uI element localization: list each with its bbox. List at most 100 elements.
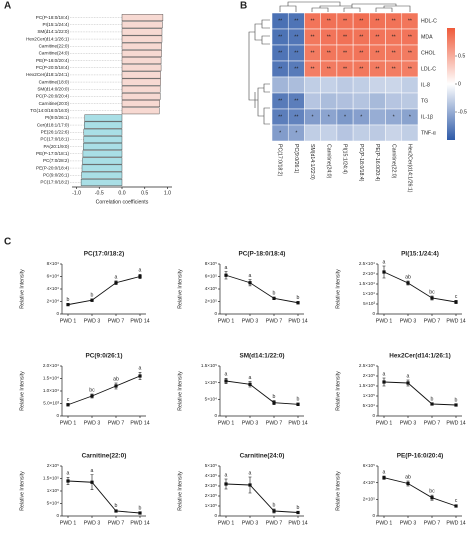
heatmap-cell [271,76,289,94]
significance: ** [278,34,282,40]
y-tick-label: 3×10⁵ [205,483,217,488]
marker [224,273,228,277]
column-label: Hex2Cer(d14:1/26:1) [407,144,413,193]
significance-letter: ab [113,376,119,382]
significance-letter: a [249,470,252,476]
marker [66,303,70,307]
x-tick-label: 0.5 [141,190,148,196]
significance-letter: a [225,472,228,478]
marker [138,374,142,378]
significance-letter: a [115,274,118,280]
x-tick-label: PWD 7 [424,318,441,324]
panel-label: C [4,237,11,248]
significance: ** [343,66,347,72]
heatmap-cell [385,124,403,142]
heatmap-cell [336,92,354,110]
x-tick-label: PWD 7 [108,520,125,526]
colorbar-tick-label: 0.5 [458,53,465,59]
category-label: PC(7:0/28:2) [43,158,70,163]
marker [224,482,228,486]
x-tick-label: PWD 1 [376,520,393,526]
y-axis-label: Relative Intensity [19,471,25,511]
marker [66,479,70,483]
marker [224,379,228,383]
x-tick-label: PWD 1 [60,420,77,426]
x-tick-label: PWD 7 [424,520,441,526]
y-tick-label: 1.5×10⁵ [359,383,375,388]
bar [121,100,160,108]
x-axis-label: Correlation coefficients [96,199,149,205]
significance: ** [294,114,298,120]
category-label: Carnitine(22:0) [39,43,70,48]
marker [296,301,300,305]
y-tick-label: 2.0×10⁴ [43,363,59,368]
marker [248,382,252,386]
significance-letter: a [67,471,70,477]
colorbar [447,28,455,140]
column-label: PI(15:1/24:4) [342,144,348,174]
y-tick-label: 2×10⁵ [363,497,375,502]
x-tick-label: PWD 3 [84,420,101,426]
bar [81,171,123,179]
line [225,274,299,304]
x-tick-label: PWD 14 [446,420,465,426]
x-tick-label: PWD 7 [108,318,125,324]
column-label: Carnitine(22:0) [390,144,396,179]
marker [406,481,410,486]
heatmap-cell [320,76,338,94]
marker [90,480,94,484]
y-tick-label: 2.5×10⁵ [359,363,375,368]
category-label: Carnitine(20:0) [39,101,70,106]
significance: ** [294,18,298,24]
y-tick-label: 5×10⁵ [205,463,217,468]
significance: ** [392,18,396,24]
marker [382,476,386,480]
x-tick-label: PWD 7 [266,318,283,324]
marker [114,281,118,285]
heatmap-cell [385,76,403,94]
significance: * [328,114,330,120]
chart-title: PI(15:1/24:4) [401,251,439,258]
significance: * [409,114,411,120]
y-tick-label: 6×10⁵ [205,274,217,279]
y-tick-label: 0 [56,413,59,418]
bar [121,92,161,100]
x-tick-label: PWD 1 [218,420,235,426]
y-tick-label: 1.5×10⁵ [201,363,217,368]
marker [454,504,458,508]
bar [121,57,162,65]
significance-letter: b [297,396,300,402]
chart-title: SM(d14:1/22:0) [239,353,284,360]
significance: ** [408,50,412,56]
category-label: PI(15:1/24:4) [42,22,69,27]
significance: ** [327,18,331,24]
category-label: PC(17:0/18:2) [40,180,69,185]
significance: ** [359,34,363,40]
y-tick-label: 2×10⁵ [363,373,375,378]
significance: ** [375,66,379,72]
row-label: TG [421,98,428,104]
line [67,375,141,406]
bar [84,121,123,129]
marker [296,402,300,406]
category-label: PA(20:1/9:0) [44,144,70,149]
heatmap-cell [304,124,321,142]
category-label: TG(14:0/16:0/16:0) [30,108,69,113]
y-tick-label: 5.0×10³ [43,401,59,406]
y-tick-label: 5×10⁴ [205,397,217,402]
significance-letter: bc [89,387,95,393]
significance: ** [343,18,347,24]
column-dendrogram [279,1,411,12]
marker [430,296,434,300]
category-label: PC(P-20:0/18:4) [36,65,70,70]
marker [248,483,252,487]
significance: ** [375,18,379,24]
marker [430,402,434,406]
significance-letter: bc [429,289,435,295]
bar [121,78,161,86]
category-label: PC(P-20:0/20:4) [36,94,70,99]
chart-title: Hex2Cer(d14:1/26:1) [389,353,450,360]
significance: ** [359,50,363,56]
significance-letter: b [273,394,276,400]
chart-title: Carnitine(22:0) [82,453,127,460]
